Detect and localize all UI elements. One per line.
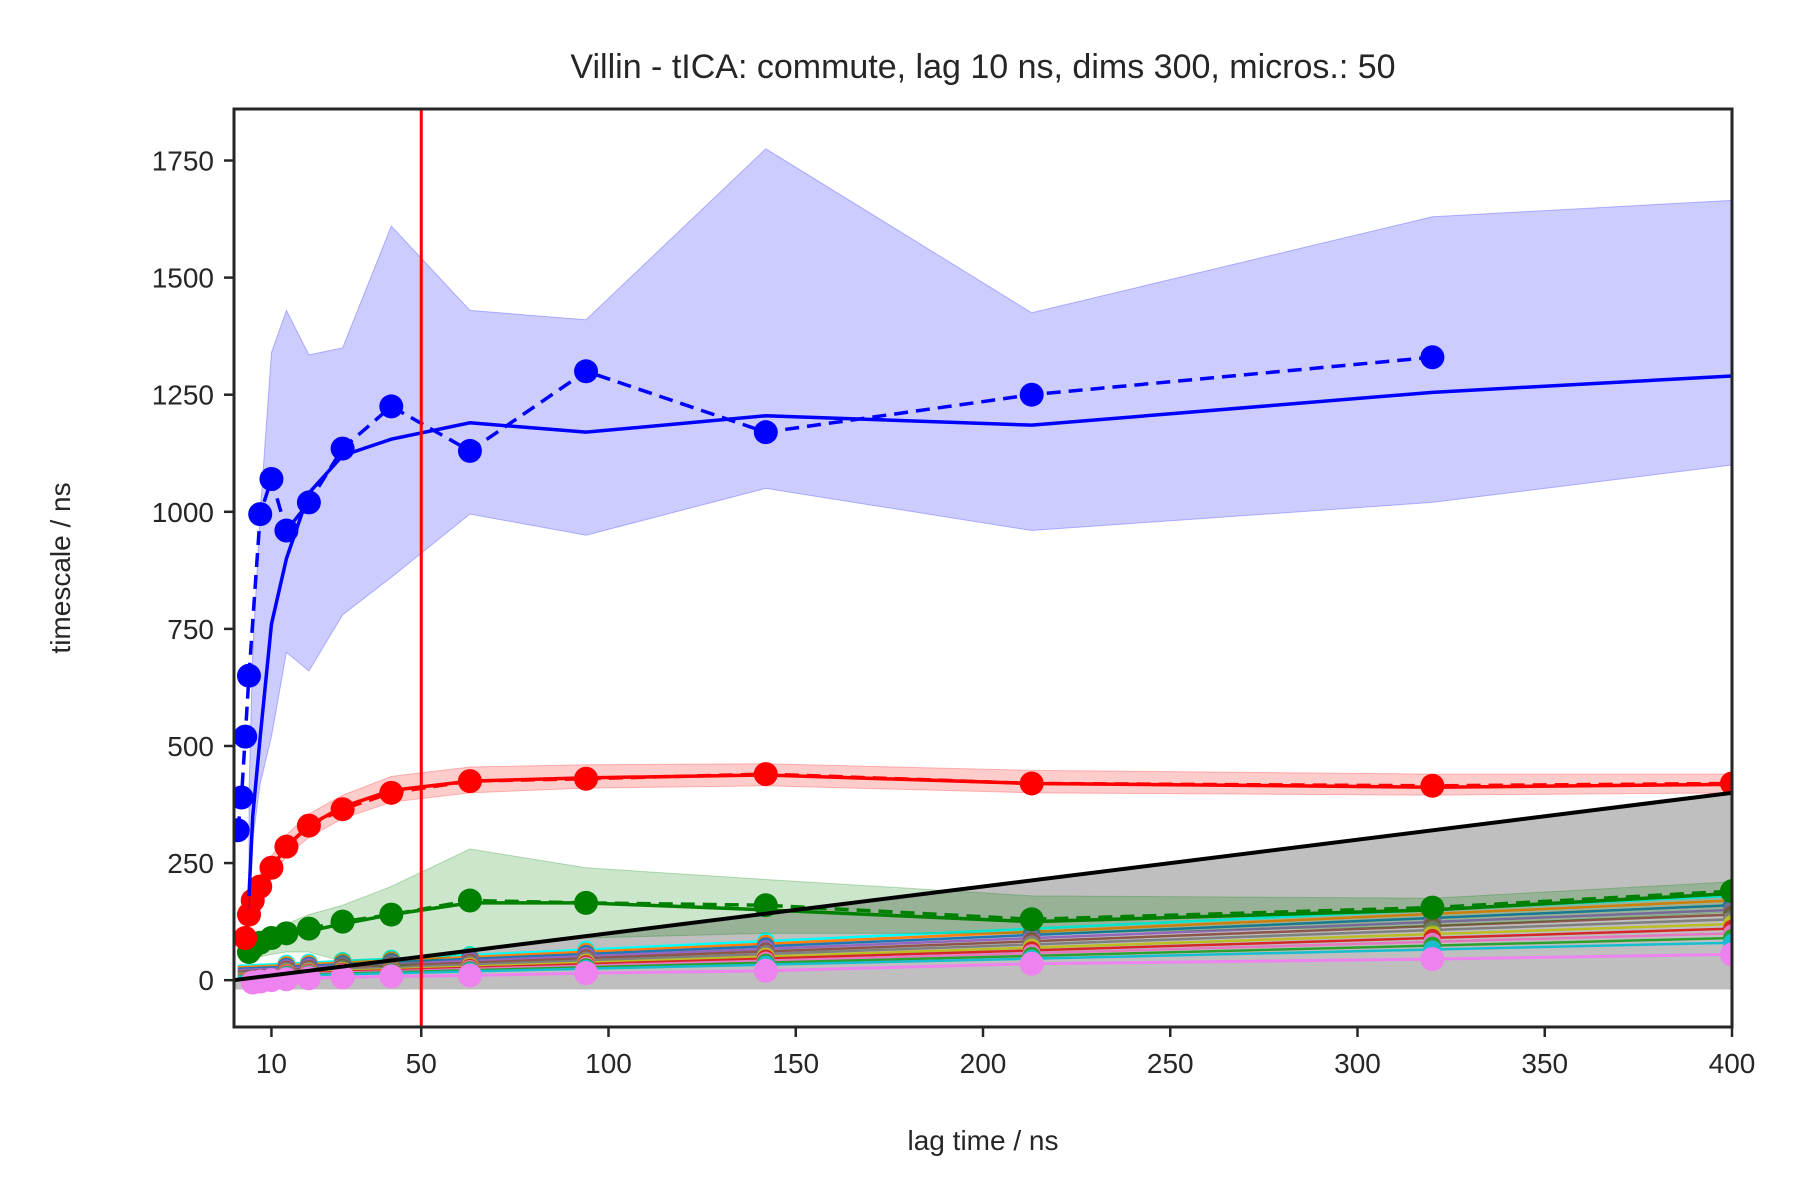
estimate-point bbox=[1720, 771, 1732, 796]
estimate-point bbox=[234, 926, 258, 951]
estimate-point bbox=[574, 766, 599, 791]
estimate-point bbox=[259, 855, 284, 880]
estimate-line bbox=[243, 772, 1732, 939]
estimate-point bbox=[274, 921, 299, 946]
estimate-point bbox=[234, 785, 254, 810]
y-axis-label: timescale / ns bbox=[45, 482, 76, 653]
estimate-point bbox=[1019, 771, 1044, 796]
estimate-point bbox=[753, 762, 778, 787]
x-tick-label: 250 bbox=[1147, 1048, 1194, 1079]
estimate-point bbox=[236, 663, 261, 688]
chart-title: Villin - tICA: commute, lag 10 ns, dims … bbox=[570, 48, 1395, 86]
estimate-point bbox=[274, 518, 299, 543]
estimate-point bbox=[1720, 879, 1732, 904]
estimate-point bbox=[457, 888, 482, 913]
violet-point bbox=[379, 964, 404, 989]
estimate-point bbox=[330, 436, 355, 461]
estimate-point bbox=[248, 874, 273, 899]
estimate-point bbox=[379, 394, 404, 419]
violet-point bbox=[1720, 942, 1732, 967]
mean-line bbox=[247, 374, 1732, 896]
confidence-band bbox=[248, 148, 1732, 910]
estimate-point bbox=[274, 834, 299, 859]
x-axis-label: lag time / ns bbox=[908, 1125, 1059, 1156]
estimate-point bbox=[379, 780, 404, 805]
y-tick-label: 1250 bbox=[152, 380, 214, 411]
violet-point bbox=[753, 958, 778, 983]
estimate-point bbox=[1420, 773, 1445, 798]
violet-point bbox=[1420, 947, 1445, 972]
estimate-point bbox=[1420, 895, 1445, 920]
estimate-point bbox=[234, 724, 258, 749]
estimate-point bbox=[753, 420, 778, 445]
estimate-point bbox=[574, 359, 599, 384]
estimate-point bbox=[296, 916, 321, 941]
estimate-point bbox=[574, 890, 599, 915]
y-tick-label: 1500 bbox=[152, 263, 214, 294]
confidence-band bbox=[252, 848, 1732, 969]
violet-point bbox=[330, 965, 355, 990]
y-tick-label: 0 bbox=[198, 965, 214, 996]
estimate-point bbox=[379, 902, 404, 927]
estimate-point bbox=[330, 909, 355, 934]
y-tick-label: 250 bbox=[167, 848, 214, 879]
x-tick-label: 200 bbox=[960, 1048, 1007, 1079]
x-tick-label: 350 bbox=[1521, 1048, 1568, 1079]
x-tick-label: 400 bbox=[1709, 1048, 1756, 1079]
estimate-point bbox=[330, 797, 355, 822]
violet-point bbox=[1019, 951, 1044, 976]
violet-point bbox=[457, 963, 482, 988]
estimate-point bbox=[457, 769, 482, 794]
x-tick-label: 100 bbox=[585, 1048, 632, 1079]
violet-point bbox=[574, 961, 599, 986]
lag-time-line bbox=[234, 790, 1732, 983]
estimate-point bbox=[259, 467, 284, 492]
plot-area bbox=[234, 109, 1732, 1027]
axes: 10 50 100 150 200 250 300 350 400 0 250 500 750 1000 1… bbox=[152, 107, 1756, 1079]
x-tick-label: 10 bbox=[256, 1048, 287, 1079]
x-tick-label: 300 bbox=[1334, 1048, 1381, 1079]
y-tick-label: 750 bbox=[167, 614, 214, 645]
y-tick-label: 1750 bbox=[152, 146, 214, 177]
estimate-point bbox=[1019, 382, 1044, 407]
estimate-point bbox=[1019, 907, 1044, 932]
estimate-point bbox=[457, 438, 482, 463]
estimate-point bbox=[296, 490, 321, 515]
y-tick-label: 1000 bbox=[152, 497, 214, 528]
estimate-point bbox=[234, 818, 250, 843]
y-tick-label: 500 bbox=[167, 731, 214, 762]
estimate-point bbox=[1420, 345, 1445, 370]
estimate-point bbox=[296, 813, 321, 838]
estimate-point bbox=[248, 502, 273, 527]
x-tick-label: 50 bbox=[406, 1048, 437, 1079]
x-tick-label: 150 bbox=[772, 1048, 819, 1079]
